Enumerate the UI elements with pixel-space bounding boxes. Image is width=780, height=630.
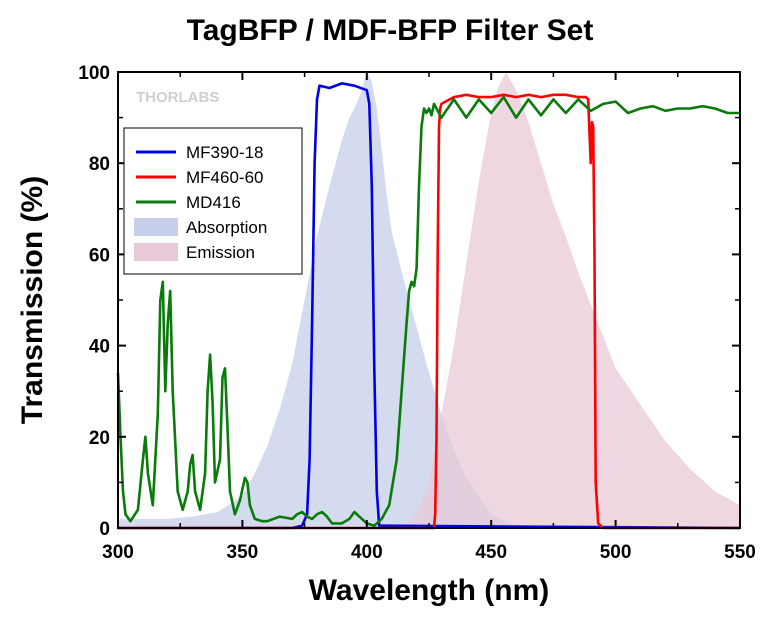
y-tick-label-100: 100	[78, 63, 110, 84]
legend-label-mf460-60: MF460-60	[186, 168, 263, 187]
y-tick-label-60: 60	[89, 245, 110, 266]
y-tick-label-20: 20	[89, 428, 110, 449]
chart-title: TagBFP / MDF-BFP Filter Set	[186, 14, 594, 47]
y-axis-title: Transmission (%)	[16, 176, 49, 424]
x-tick-label-300: 300	[102, 542, 134, 563]
series-mf390-18-line	[118, 82, 741, 530]
legend-label-emission: Emission	[186, 243, 255, 262]
y-tick-label-80: 80	[89, 154, 110, 175]
y-tick-label-0: 0	[99, 519, 110, 540]
legend-label-mf390-18: MF390-18	[186, 143, 263, 162]
legend-swatch-absorption	[134, 218, 178, 236]
x-tick-label-500: 500	[600, 542, 632, 563]
legend-label-md416: MD416	[186, 193, 241, 212]
series-md416-line	[116, 95, 740, 528]
legend-swatch-emission	[134, 243, 178, 261]
series-absorption-area	[118, 72, 740, 528]
series-mf460-60-line	[118, 93, 740, 530]
watermark-label: THORLABS	[136, 89, 219, 106]
x-tick-label-450: 450	[475, 542, 507, 563]
series-emission-area	[118, 72, 740, 528]
x-axis-title: Wavelength (nm)	[309, 574, 550, 607]
x-tick-label-400: 400	[351, 542, 383, 563]
x-tick-label-550: 550	[724, 542, 756, 563]
legend-label-absorption: Absorption	[186, 218, 267, 237]
y-tick-label-40: 40	[89, 337, 110, 358]
x-tick-label-350: 350	[227, 542, 259, 563]
